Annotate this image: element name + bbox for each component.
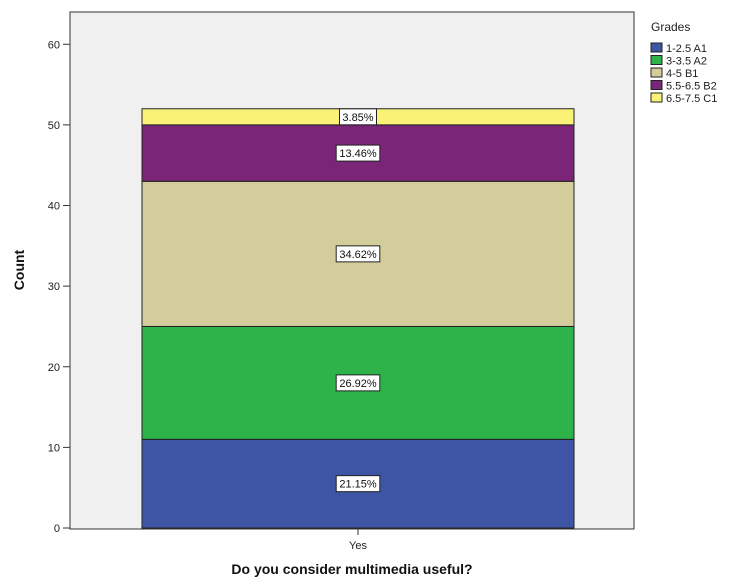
- data-label: 26.92%: [339, 378, 377, 390]
- y-tick-label: 10: [48, 442, 60, 454]
- y-axis-title: Count: [11, 249, 27, 290]
- data-label-box: [335, 144, 381, 162]
- bar-stack: [141, 108, 575, 529]
- data-label: 21.15%: [339, 479, 377, 491]
- legend: Grades 1-2.5 A13-3.5 A24-5 B15.5-6.5 B26…: [650, 20, 717, 105]
- data-label: 34.62%: [339, 249, 377, 261]
- y-tick-label: 40: [48, 201, 60, 213]
- legend-item-label: 6.5-7.5 C1: [666, 93, 717, 105]
- data-label-box: [335, 374, 381, 392]
- legend-item-label: 5.5-6.5 B2: [666, 81, 717, 93]
- y-tick-label: 0: [54, 523, 60, 535]
- y-tick-label: 60: [48, 39, 60, 51]
- legend-swatch: [650, 67, 663, 78]
- data-label: 3.85%: [342, 112, 373, 124]
- data-label: 13.46%: [339, 148, 377, 160]
- legend-swatch: [650, 92, 663, 103]
- legend-swatch: [650, 42, 663, 53]
- y-tick-label: 50: [48, 120, 60, 132]
- y-tick-label: 20: [48, 362, 60, 374]
- legend-item-label: 3-3.5 A2: [666, 56, 707, 68]
- x-tick-label: Yes: [349, 540, 367, 552]
- data-label-box: [339, 108, 377, 126]
- legend-item-label: 4-5 B1: [666, 68, 698, 80]
- legend-title: Grades: [651, 20, 690, 34]
- legend-item-label: 1-2.5 A1: [666, 43, 707, 55]
- y-axis: 0 10 20 30 40 50 60: [48, 12, 71, 535]
- data-label-box: [335, 245, 381, 263]
- data-labels: 21.15% 26.92% 34.62% 13.46% 3.85%: [335, 108, 381, 493]
- y-tick-label: 30: [48, 281, 60, 293]
- x-axis: Yes: [349, 529, 367, 552]
- x-axis-title: Do you consider multimedia useful?: [231, 561, 472, 577]
- legend-swatch: [650, 80, 663, 90]
- legend-swatch: [650, 55, 663, 65]
- data-label-box: [335, 475, 381, 493]
